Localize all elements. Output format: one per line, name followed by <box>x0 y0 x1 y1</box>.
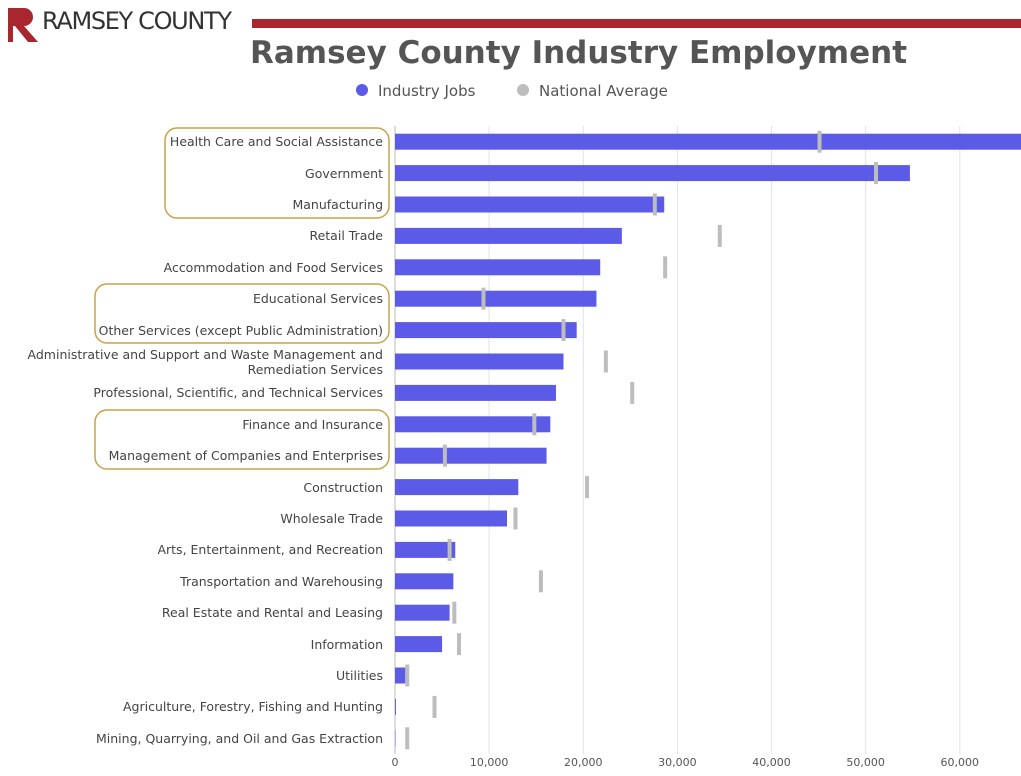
x-tick-label: 50,000 <box>846 756 885 769</box>
x-tick-label: 0 <box>392 756 399 769</box>
x-tick-label: 10,000 <box>470 756 509 769</box>
average-marker <box>630 381 635 404</box>
bar <box>395 573 454 590</box>
bar <box>395 416 551 433</box>
average-marker <box>561 319 566 342</box>
average-marker <box>447 538 452 561</box>
highlight-box <box>94 283 390 344</box>
average-marker <box>442 444 447 467</box>
y-tick-label: Wholesale Trade <box>280 511 383 526</box>
highlight-box <box>94 409 390 470</box>
y-tick-label: Manufacturing <box>292 197 383 212</box>
header-bar <box>252 19 1021 28</box>
highlight-box <box>164 127 390 219</box>
average-marker <box>405 664 410 687</box>
y-tick-label: Arts, Entertainment, and Recreation <box>157 542 383 558</box>
x-tick-label: 40,000 <box>752 756 791 769</box>
y-tick-label: Accommodation and Food Services <box>163 259 383 275</box>
bar <box>395 259 601 276</box>
bar <box>395 196 665 213</box>
average-marker <box>717 224 722 247</box>
y-tick-label: Mining, Quarrying, and Oil and Gas Extra… <box>96 730 383 746</box>
legend-swatch <box>356 84 368 96</box>
x-tick-label: 30,000 <box>658 756 697 769</box>
average-marker <box>603 350 608 373</box>
y-tick-label: Finance and Insurance <box>242 416 383 432</box>
y-tick-label: Government <box>305 165 383 181</box>
x-tick-label: 20,000 <box>564 756 603 769</box>
y-tick-label: Agriculture, Forestry, Fishing and Hunti… <box>123 699 383 715</box>
y-tick-label: Transportation and Warehousing <box>180 573 383 589</box>
bar <box>395 698 396 715</box>
logo-text: RAMSEY COUNTY <box>42 7 232 35</box>
average-marker <box>817 130 822 153</box>
bar <box>395 322 577 339</box>
average-marker <box>513 507 518 530</box>
bar <box>395 636 443 653</box>
average-marker <box>457 633 462 656</box>
bar <box>395 384 556 401</box>
bar <box>395 510 508 527</box>
plot <box>395 130 1021 750</box>
y-tick-label: Construction <box>303 479 383 495</box>
average-marker <box>532 413 537 436</box>
average-marker <box>538 570 543 593</box>
y-tick-label: Educational Services <box>252 291 383 307</box>
average-marker <box>652 193 657 216</box>
legend-swatch <box>517 84 529 96</box>
bar <box>395 604 450 621</box>
bar <box>395 227 622 244</box>
bar <box>395 165 910 182</box>
y-tick-label: Management of Companies and Enterprises <box>108 448 383 464</box>
average-marker <box>874 162 879 185</box>
x-tick-label: 60,000 <box>941 756 980 769</box>
average-marker <box>432 695 437 718</box>
average-marker <box>481 287 486 310</box>
average-marker <box>585 476 590 499</box>
bar <box>395 133 1021 150</box>
legend-label: Industry Jobs <box>378 82 476 100</box>
average-marker <box>452 601 457 624</box>
average-marker <box>405 727 410 750</box>
bar <box>395 290 597 307</box>
legend-label: National Average <box>539 82 668 100</box>
y-tick-label: Other Services (except Public Administra… <box>98 322 383 338</box>
average-marker <box>663 256 668 279</box>
bar <box>395 541 456 558</box>
bar <box>395 479 519 496</box>
logo-mark <box>8 8 38 42</box>
y-tick-label: Professional, Scientific, and Technical … <box>93 385 383 401</box>
y-tick-label: Information <box>310 636 383 652</box>
y-tick-label: Administrative and Support and Waste Man… <box>27 346 383 377</box>
y-tick-label: Utilities <box>335 668 383 683</box>
y-tick-label: Health Care and Social Assistance <box>169 134 383 150</box>
bar <box>395 667 406 684</box>
bar <box>395 447 547 464</box>
y-tick-label: Retail Trade <box>309 228 383 244</box>
chart-title: Ramsey County Industry Employment <box>250 35 907 71</box>
bar <box>395 353 564 370</box>
y-tick-label: Real Estate and Rental and Leasing <box>161 605 383 621</box>
